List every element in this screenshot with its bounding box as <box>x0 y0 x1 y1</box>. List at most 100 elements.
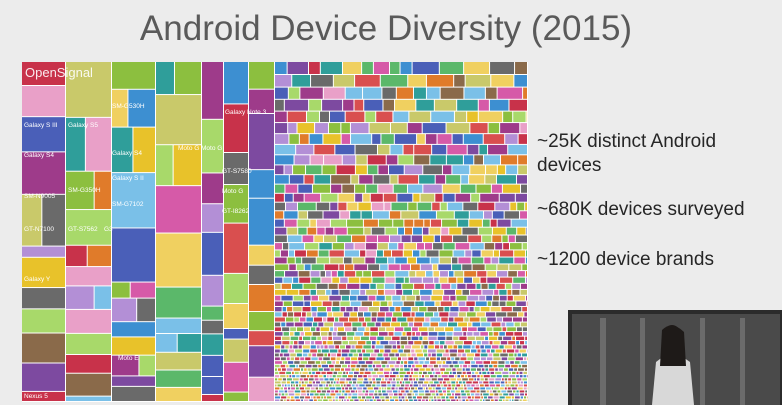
tile <box>391 381 396 384</box>
tile <box>156 145 173 186</box>
tile <box>311 264 324 271</box>
tile <box>497 219 511 227</box>
tile <box>393 184 408 193</box>
tile <box>293 368 301 371</box>
tile <box>340 345 346 349</box>
tile <box>389 353 395 357</box>
tile <box>432 202 440 211</box>
tile <box>22 62 65 86</box>
tile <box>518 134 527 144</box>
tile <box>369 336 377 341</box>
tile <box>112 322 155 337</box>
tile <box>512 378 517 381</box>
tile <box>429 390 435 393</box>
tile <box>516 301 526 306</box>
tile <box>112 228 155 282</box>
tile <box>493 341 500 345</box>
tile <box>484 257 491 264</box>
tile <box>517 378 522 381</box>
tile <box>402 312 411 317</box>
tile <box>474 357 480 361</box>
tile <box>489 384 496 387</box>
tile <box>310 345 316 349</box>
tile <box>443 378 450 381</box>
tile <box>425 393 431 396</box>
tile <box>156 318 201 334</box>
tile <box>419 384 421 387</box>
tile <box>471 364 478 368</box>
tile <box>423 184 442 193</box>
tile <box>403 289 412 295</box>
tile <box>275 243 282 250</box>
tile <box>413 193 420 202</box>
tile <box>444 289 455 295</box>
tile <box>351 396 358 399</box>
tile <box>503 111 513 123</box>
tile <box>375 322 381 327</box>
tile <box>284 384 287 387</box>
tile <box>454 75 465 87</box>
tile <box>328 353 331 357</box>
tile <box>112 376 155 386</box>
tile <box>511 219 527 227</box>
tile <box>420 264 432 271</box>
tile <box>334 368 341 371</box>
tile <box>480 332 488 336</box>
tile <box>463 364 468 368</box>
tile-label: G3 <box>104 226 113 233</box>
tile <box>321 390 326 393</box>
tile <box>472 341 476 345</box>
tile <box>436 393 439 396</box>
tile <box>422 375 424 378</box>
tile <box>351 384 355 387</box>
tile <box>416 99 434 111</box>
tile <box>364 99 383 111</box>
tile <box>377 317 385 322</box>
tile <box>366 184 378 193</box>
tile <box>453 336 459 341</box>
tile <box>494 399 498 401</box>
tile <box>325 227 334 235</box>
tile <box>507 327 516 332</box>
tile <box>296 144 314 155</box>
tile <box>458 345 463 349</box>
tile <box>329 387 336 390</box>
tile <box>504 345 512 349</box>
tile <box>396 384 400 387</box>
tile <box>320 381 326 384</box>
tile <box>327 341 333 345</box>
tile <box>349 317 358 322</box>
tile <box>341 123 350 134</box>
tile <box>421 399 425 401</box>
tile <box>522 243 527 250</box>
tile <box>316 219 330 227</box>
tile <box>518 165 527 175</box>
tile <box>512 283 520 289</box>
tile <box>368 306 379 312</box>
tile-label: SM-G530H <box>112 103 145 110</box>
tile <box>386 390 392 393</box>
tile <box>399 371 406 375</box>
tile <box>66 117 85 171</box>
tile <box>489 341 493 345</box>
tile <box>327 375 329 378</box>
tile <box>482 219 490 227</box>
tile <box>462 227 478 235</box>
tile <box>287 111 306 123</box>
tile <box>474 306 480 312</box>
tile <box>415 364 422 368</box>
tile <box>363 312 371 317</box>
tile <box>372 378 375 381</box>
tile <box>461 396 467 399</box>
tile <box>281 345 285 349</box>
tile <box>316 283 328 289</box>
tile <box>408 364 412 368</box>
tile <box>112 355 139 376</box>
tile <box>395 399 399 401</box>
tile <box>332 375 336 378</box>
tile <box>508 357 515 361</box>
tile <box>392 345 397 349</box>
tile <box>452 387 455 390</box>
tile <box>416 396 422 399</box>
tile <box>316 289 326 295</box>
